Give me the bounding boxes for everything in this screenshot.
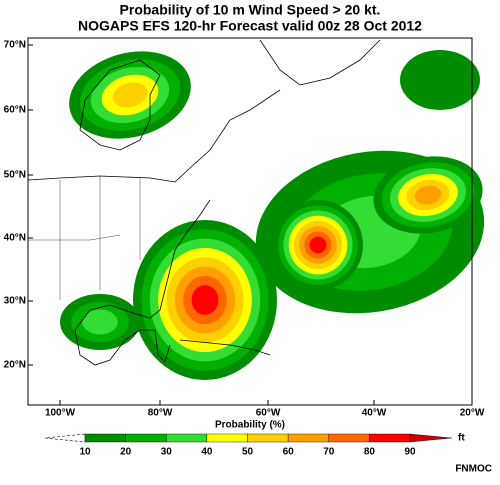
- title: Probability of 10 m Wind Speed > 20 kt.: [120, 2, 381, 18]
- coast: [27, 89, 281, 183]
- colorbar-tick-label: 80: [364, 447, 376, 458]
- probability-field: [60, 50, 485, 380]
- colorbar-tick-label: 40: [201, 447, 213, 458]
- colorbar-bin: [125, 433, 167, 443]
- contour-2: [82, 309, 118, 335]
- under-triangle: [44, 433, 86, 443]
- over-triangle: [409, 433, 453, 443]
- caribbean: [179, 339, 271, 356]
- colorbar-tick-label: 20: [120, 447, 132, 458]
- lat-label: 50°N: [4, 170, 26, 181]
- map-frame: [27, 37, 473, 406]
- us-coast: [74, 199, 211, 366]
- colorbar-bin: [328, 433, 370, 443]
- contour-4: [112, 82, 148, 108]
- colorbar-bin: [166, 433, 208, 443]
- contour-0: [400, 50, 480, 110]
- lat-label: 20°N: [4, 360, 26, 371]
- lon-label: 40°W: [362, 408, 387, 419]
- colorbar-tick-label: 90: [404, 447, 416, 458]
- lon-label: 100°W: [45, 408, 76, 419]
- lon-label: 20°W: [460, 408, 485, 419]
- colorbar-title: Probability (%): [215, 420, 285, 431]
- lat-label: 70°N: [4, 40, 26, 51]
- lon-label: 60°W: [256, 408, 281, 419]
- colorbar-tick-label: 10: [79, 447, 91, 458]
- lon-label: 80°W: [148, 408, 173, 419]
- coastlines: [27, 39, 381, 366]
- borders: [28, 176, 141, 300]
- colorbar-bin: [369, 433, 411, 443]
- colorbar-unit: ft: [458, 433, 465, 444]
- hudson-bay: [79, 59, 161, 151]
- greenland: [259, 39, 381, 86]
- colorbar-bin: [84, 433, 126, 443]
- contour-5: [414, 185, 442, 205]
- colorbar-bin: [247, 433, 289, 443]
- contour-7: [191, 285, 219, 315]
- lat-label: 30°N: [4, 296, 26, 307]
- lat-label: 60°N: [4, 105, 26, 116]
- colorbar-bin: [206, 433, 248, 443]
- credit: FNMOC: [455, 464, 492, 475]
- lat-label: 40°N: [4, 233, 26, 244]
- colorbar-tick-label: 30: [161, 447, 173, 458]
- contour-7: [309, 236, 327, 254]
- colorbar-bin: [287, 433, 329, 443]
- colorbar-tick-label: 50: [242, 447, 254, 458]
- colorbar-tick-label: 60: [283, 447, 295, 458]
- colorbar-tick-label: 70: [323, 447, 335, 458]
- subtitle: NOGAPS EFS 120-hr Forecast valid 00z 28 …: [78, 18, 422, 34]
